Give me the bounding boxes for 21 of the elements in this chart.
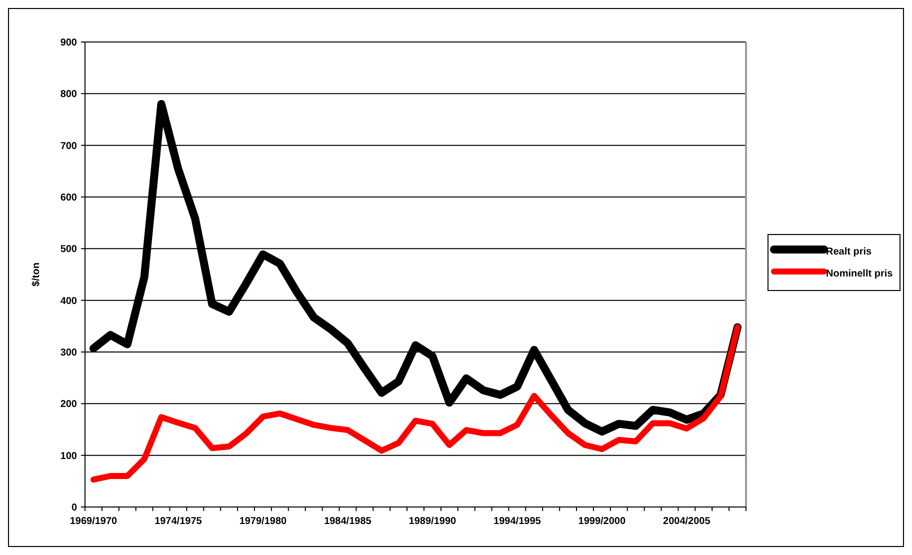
x-tick-label: 2004/2005 xyxy=(663,516,711,527)
x-tick-label: 1969/1970 xyxy=(70,516,118,527)
y-tick-label: 500 xyxy=(60,244,78,256)
y-tick-label: 200 xyxy=(60,399,78,410)
y-tick-label: 900 xyxy=(60,38,78,48)
x-tick-label: 1974/1975 xyxy=(154,516,202,527)
y-tick-label: 100 xyxy=(60,450,78,462)
legend-label: Nominellt pris xyxy=(826,268,894,280)
x-tick-label: 1989/1990 xyxy=(408,516,457,527)
y-tick-label: 600 xyxy=(60,192,78,204)
legend-label: Realt pris xyxy=(826,246,872,258)
x-tick-label: 1994/1995 xyxy=(494,516,542,527)
x-tick-label: 1984/1985 xyxy=(324,516,372,527)
y-tick-label: 300 xyxy=(60,348,78,358)
y-tick-label: 0 xyxy=(71,502,78,514)
y-tick-label: 700 xyxy=(60,140,78,152)
y-tick-label: 400 xyxy=(60,296,78,307)
x-tick-label: 1979/1980 xyxy=(239,516,288,527)
y-tick-label: 800 xyxy=(60,89,78,100)
x-tick-label: 1999/2000 xyxy=(578,516,626,527)
y-axis-title: $/ton xyxy=(31,262,42,286)
